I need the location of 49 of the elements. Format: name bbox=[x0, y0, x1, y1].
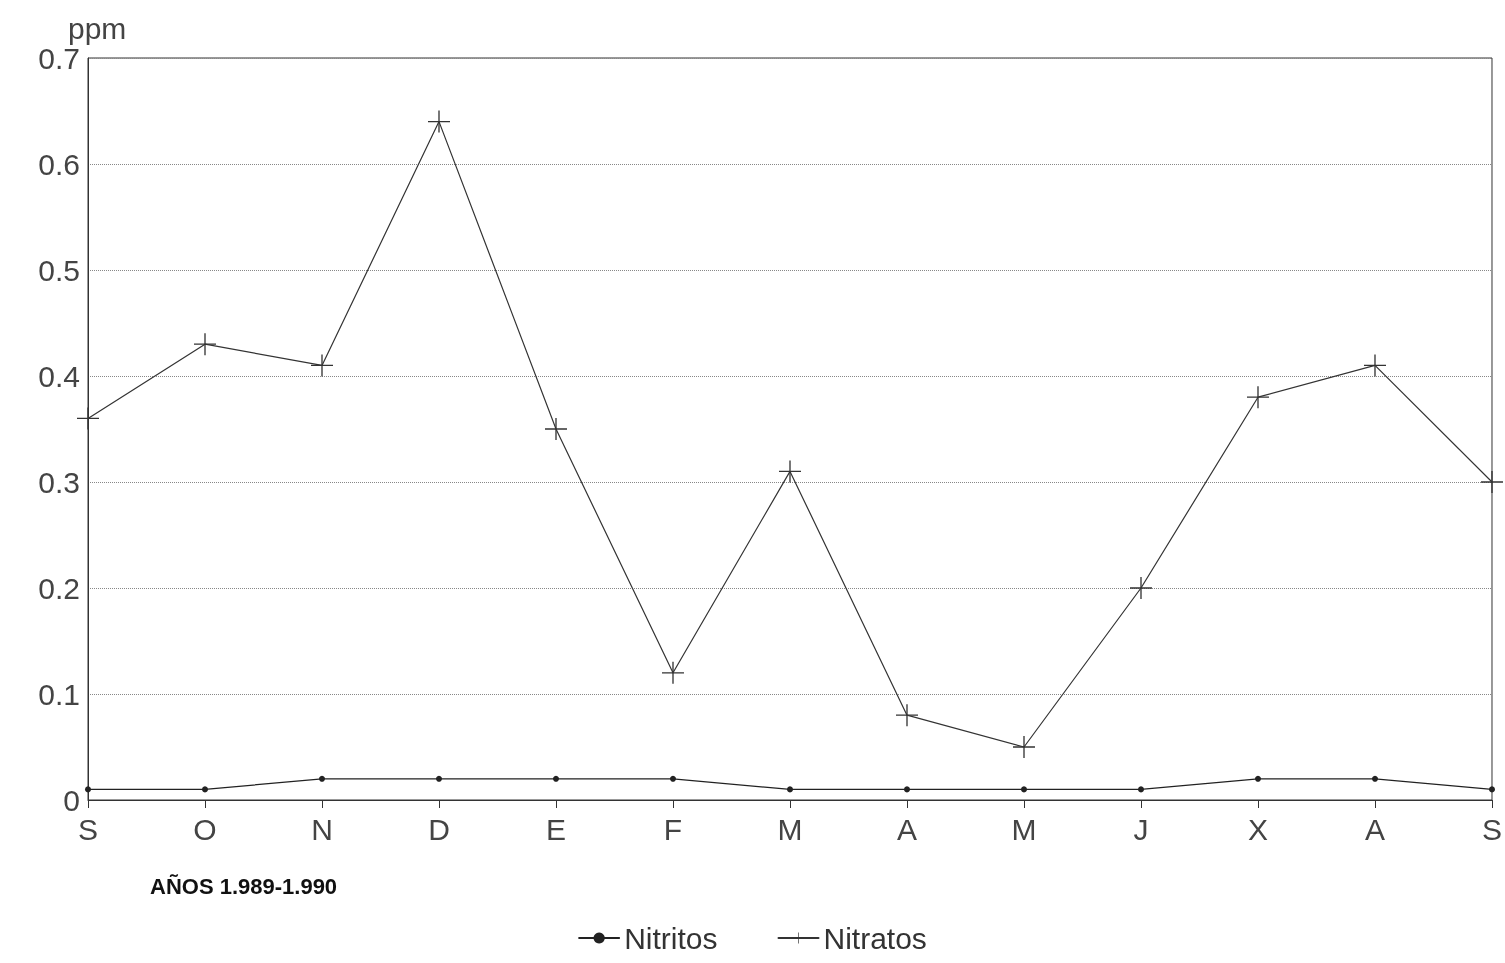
point bbox=[202, 786, 208, 793]
x-tick-label: A bbox=[1364, 812, 1385, 846]
point bbox=[904, 786, 910, 793]
point bbox=[787, 786, 793, 793]
x-tick-label: S bbox=[1481, 812, 1502, 846]
x-tick-label: A bbox=[896, 812, 918, 846]
y-tick-label: 0.6 bbox=[38, 147, 80, 181]
y-tick-label: 0.4 bbox=[38, 359, 80, 393]
x-tick-label: X bbox=[1247, 812, 1268, 846]
y-tick-label: 0.5 bbox=[38, 253, 80, 287]
point bbox=[1364, 354, 1386, 377]
point bbox=[1372, 775, 1378, 782]
point bbox=[553, 775, 559, 782]
x-tick-label: N bbox=[311, 812, 333, 846]
point bbox=[1021, 786, 1027, 793]
x-tick-label: J bbox=[1133, 812, 1149, 846]
point bbox=[1247, 386, 1269, 409]
x-tick-label: M bbox=[777, 812, 803, 846]
point bbox=[779, 460, 801, 483]
y-tick-label: 0.2 bbox=[38, 571, 80, 605]
point bbox=[1489, 786, 1495, 793]
y-tick-label: 0.1 bbox=[38, 677, 80, 711]
point bbox=[1255, 775, 1261, 782]
legend-label: Nitratos bbox=[823, 921, 927, 955]
x-tick-label: O bbox=[193, 812, 217, 846]
x-tick-label: F bbox=[663, 812, 683, 846]
x-tick-label: E bbox=[545, 812, 567, 846]
point bbox=[545, 418, 567, 440]
point bbox=[662, 661, 684, 684]
text: AÑOS 1.989-1.990 bbox=[150, 873, 338, 899]
legend-label: Nitritos bbox=[624, 921, 718, 955]
point bbox=[311, 354, 333, 377]
y-tick-label: 0.3 bbox=[38, 465, 80, 499]
x-tick-label: S bbox=[77, 812, 99, 846]
point bbox=[77, 407, 99, 430]
point bbox=[319, 775, 325, 782]
x-tick-label: M bbox=[1011, 812, 1037, 846]
point bbox=[428, 110, 450, 133]
point bbox=[1130, 577, 1152, 599]
point bbox=[670, 775, 676, 782]
point bbox=[194, 333, 216, 356]
point bbox=[1481, 471, 1503, 493]
point bbox=[1138, 786, 1144, 793]
point bbox=[436, 775, 442, 782]
point bbox=[896, 704, 918, 727]
x-tick-label: D bbox=[428, 812, 450, 846]
point bbox=[85, 786, 91, 793]
y-tick-label: 0 bbox=[63, 783, 80, 817]
point bbox=[1013, 736, 1035, 758]
